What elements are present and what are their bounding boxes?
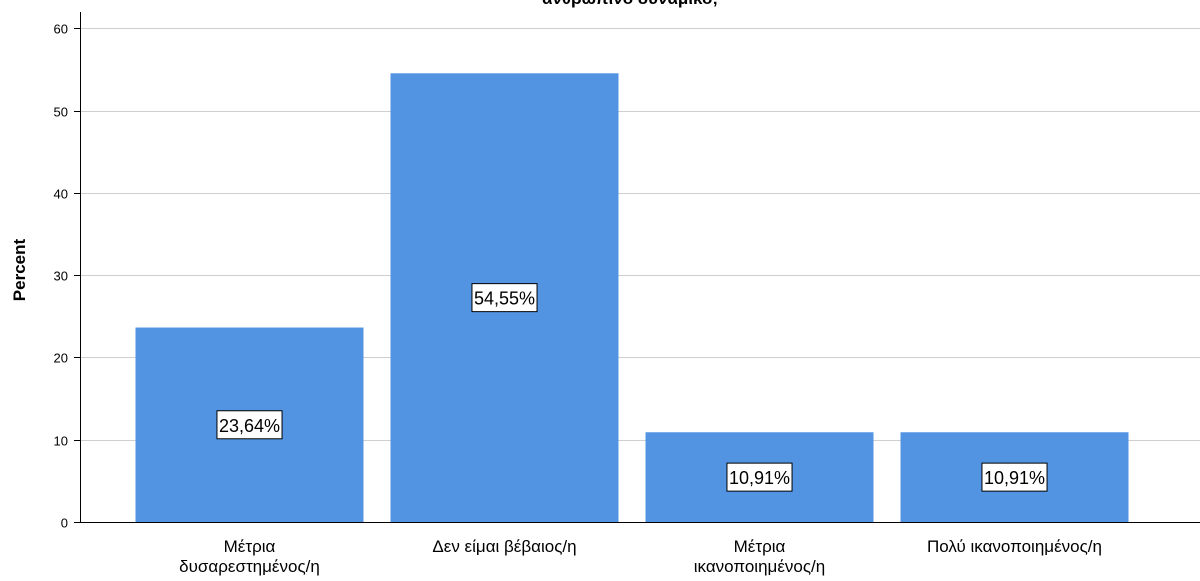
x-tick-label: Δεν είμαι βέβαιος/η bbox=[432, 537, 576, 556]
data-label-box bbox=[471, 283, 538, 313]
data-label: 54,55% bbox=[474, 289, 535, 309]
data-label-box bbox=[216, 410, 283, 440]
x-tick-label: Μέτρια bbox=[734, 537, 786, 556]
x-tick-label: ικανοποιημένος/η bbox=[694, 557, 825, 576]
data-label-box bbox=[726, 462, 793, 492]
data-label: 23,64% bbox=[219, 416, 280, 436]
data-label: 10,91% bbox=[729, 468, 790, 488]
x-tick-label: Μέτρια bbox=[224, 537, 276, 556]
chart-title: ανθρώπινο δυναμικό; bbox=[542, 0, 718, 8]
x-tick-label: Πολύ ικανοποιημένος/η bbox=[927, 537, 1102, 556]
y-tick-label: 60 bbox=[54, 22, 68, 37]
bars bbox=[135, 73, 1129, 522]
y-tick-label: 40 bbox=[54, 187, 68, 202]
y-tick-label: 0 bbox=[61, 516, 68, 531]
y-tick-label: 30 bbox=[54, 269, 68, 284]
x-tick-label: δυσαρεστημένος/η bbox=[179, 557, 320, 576]
y-tick-label: 10 bbox=[54, 434, 68, 449]
data-label: 10,91% bbox=[984, 468, 1045, 488]
axes bbox=[74, 12, 1200, 523]
y-tick-label: 50 bbox=[54, 105, 68, 120]
y-tick-label: 20 bbox=[54, 351, 68, 366]
y-axis-title: Percent bbox=[10, 238, 29, 301]
data-label-box bbox=[981, 462, 1048, 492]
labels: 010203040506023,64%Μέτριαδυσαρεστημένος/… bbox=[54, 22, 1102, 577]
